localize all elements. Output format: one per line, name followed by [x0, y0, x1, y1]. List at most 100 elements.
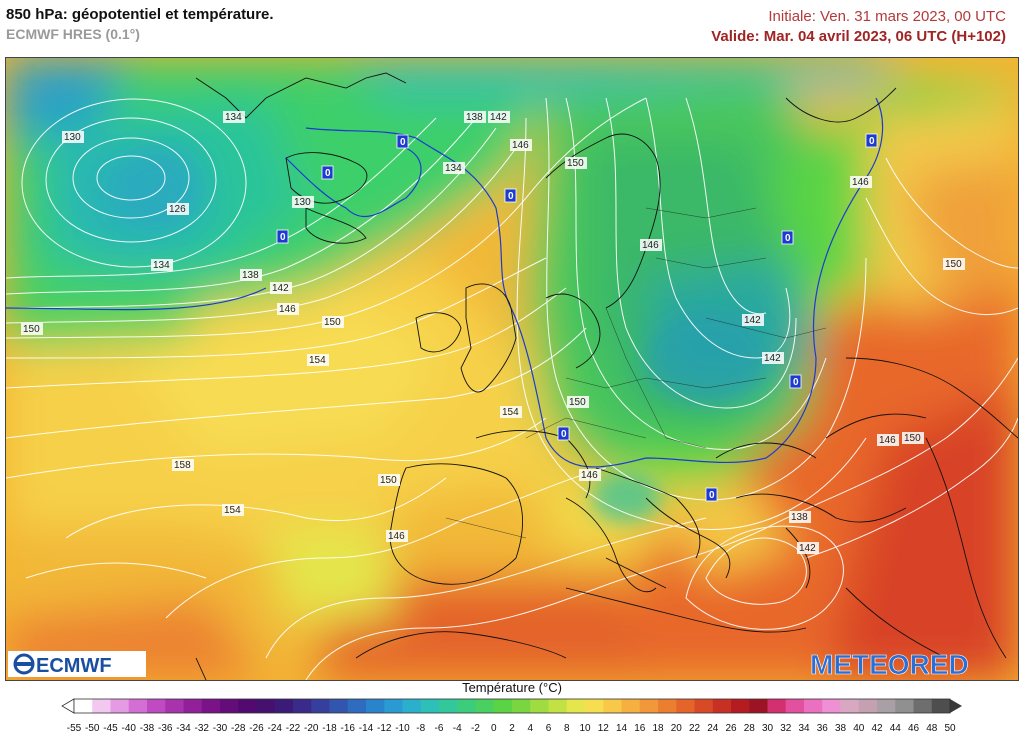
colorbar-tick-label: -6: [435, 723, 444, 734]
label-150-france: 150: [569, 397, 586, 408]
label-142-north: 142: [490, 112, 507, 123]
colorbar-tick-label: -30: [213, 723, 228, 734]
colorbar-swatch: [621, 699, 641, 713]
label-146-russia: 146: [852, 177, 869, 188]
colorbar-swatch: [749, 699, 768, 713]
label-142-poland: 142: [744, 315, 761, 326]
label-146-west: 146: [279, 304, 296, 315]
temperature-field: [6, 58, 1018, 680]
colorbar-tick-label: 50: [944, 723, 956, 734]
colorbar-tick-label: -28: [231, 723, 246, 734]
colorbar-swatch: [165, 699, 184, 713]
label-154-atlantic: 154: [224, 505, 241, 516]
colorbar-tick-label: -36: [158, 723, 173, 734]
header-left: 850 hPa: géopotentiel et température. EC…: [6, 6, 274, 42]
zero-label-iceland: 0: [325, 168, 331, 179]
label-154-biscay: 154: [502, 407, 519, 418]
label-138-greece: 138: [791, 512, 808, 523]
colorbar-swatch: [676, 699, 695, 713]
ecmwf-logo: ECMWF: [8, 651, 146, 677]
zero-label-russia-north: 0: [869, 136, 875, 147]
colorbar-tick-label: 14: [616, 723, 628, 734]
coastlines: [195, 72, 1018, 680]
colorbar-swatch: [548, 699, 568, 713]
label-150-turkey: 150: [904, 433, 921, 444]
colorbar-tick-label: 4: [527, 723, 533, 734]
colorbar-tick-label: 22: [689, 723, 701, 734]
colorbar-tick-label: -18: [322, 723, 337, 734]
colorbar-tick-label: 42: [871, 723, 883, 734]
colorbar-swatch: [439, 699, 458, 713]
colorbar-tick-label: -26: [249, 723, 264, 734]
zero-label-balkans: 0: [709, 490, 715, 501]
colorbar-tick-label: 2: [509, 723, 515, 734]
label-150-east: 150: [945, 259, 962, 270]
colorbar-tick-label: 12: [598, 723, 610, 734]
label-146-baltic: 146: [642, 240, 659, 251]
colorbar-swatch: [931, 699, 951, 713]
map-title: 850 hPa: géopotentiel et température.: [6, 6, 274, 23]
colorbar-tick-label: -8: [416, 723, 425, 734]
zero-label-norway: 0: [508, 191, 514, 202]
colorbar-tick-label: 20: [671, 723, 683, 734]
colorbar-tick-label: 8: [564, 723, 570, 734]
label-150-iberia: 150: [380, 475, 397, 486]
colorbar-tick-label: 10: [579, 723, 591, 734]
label-126-low: 126: [169, 204, 186, 215]
label-150-west: 150: [23, 324, 40, 335]
colorbar-swatch: [147, 699, 166, 713]
colorbar-swatch: [238, 699, 257, 713]
colorbar-swatch: [402, 699, 422, 713]
colorbar-tick-label: -34: [176, 723, 191, 734]
colorbar-frame: [73, 698, 951, 714]
colorbar-tick-label: 30: [762, 723, 774, 734]
colorbar-swatch: [858, 699, 878, 713]
colorbar-swatch: [220, 699, 239, 713]
colorbar-swatch: [767, 699, 787, 713]
colorbar-swatch: [311, 699, 330, 713]
colorbar-tick-label: -55: [67, 723, 82, 734]
zero-label-alps: 0: [561, 429, 567, 440]
label-138-west: 138: [242, 270, 259, 281]
colorbar-swatch: [457, 699, 476, 713]
colorbar-tick-label: 26: [725, 723, 737, 734]
colorbar-swatch: [493, 699, 513, 713]
borders: [445, 207, 827, 539]
colorbar-swatch: [201, 699, 221, 713]
colorbar-tick-label: -12: [377, 723, 392, 734]
colorbar-swatch: [639, 699, 659, 713]
colorbar-tick-label: 36: [817, 723, 829, 734]
init-time: Initiale: Ven. 31 mars 2023, 00 UTC: [768, 8, 1006, 25]
header-right: Initiale: Ven. 31 mars 2023, 00 UTC Vali…: [711, 8, 1006, 45]
colorbar-tick-label: -16: [341, 723, 356, 734]
colorbar-swatch: [420, 699, 440, 713]
colorbar-swatch: [840, 699, 860, 713]
zero-label-greenland-2: 0: [280, 232, 286, 243]
colorbar-tick-label: -4: [453, 723, 462, 734]
colorbar-swatch: [895, 699, 914, 713]
label-154-mid: 154: [309, 355, 326, 366]
contour-labels: 130 134 126 134 130 138 142 146 150 150 …: [21, 111, 965, 554]
colorbar-swatch: [877, 699, 896, 713]
colorbar-tick-label: -45: [103, 723, 118, 734]
legend-title: Température (°C): [462, 680, 562, 695]
meteored-logo: METEORED: [810, 649, 969, 680]
colorbar-tick-label: 34: [798, 723, 810, 734]
model-subtitle: ECMWF HRES (0.1°): [6, 26, 140, 42]
label-130-iceland: 130: [294, 197, 311, 208]
label-146-iberia: 146: [388, 531, 405, 542]
colorbar-tick-label: -38: [140, 723, 155, 734]
colorbar-swatch: [366, 699, 385, 713]
colorbar-swatch: [384, 699, 403, 713]
colorbar-swatch: [530, 699, 549, 713]
colorbar-tick-label: -22: [286, 723, 301, 734]
colorbar-swatch: [110, 699, 130, 713]
colorbar-tick-label: 0: [491, 723, 497, 734]
zero-isotherm: [6, 97, 884, 468]
meteored-logo-text: METEORED: [810, 649, 969, 680]
colorbar-swatch: [822, 699, 841, 713]
ecmwf-logo-text: ECMWF: [36, 655, 112, 677]
colorbar-tick-label: -20: [304, 723, 319, 734]
label-134-norway: 134: [445, 163, 462, 174]
colorbar-tick-label: 40: [853, 723, 865, 734]
